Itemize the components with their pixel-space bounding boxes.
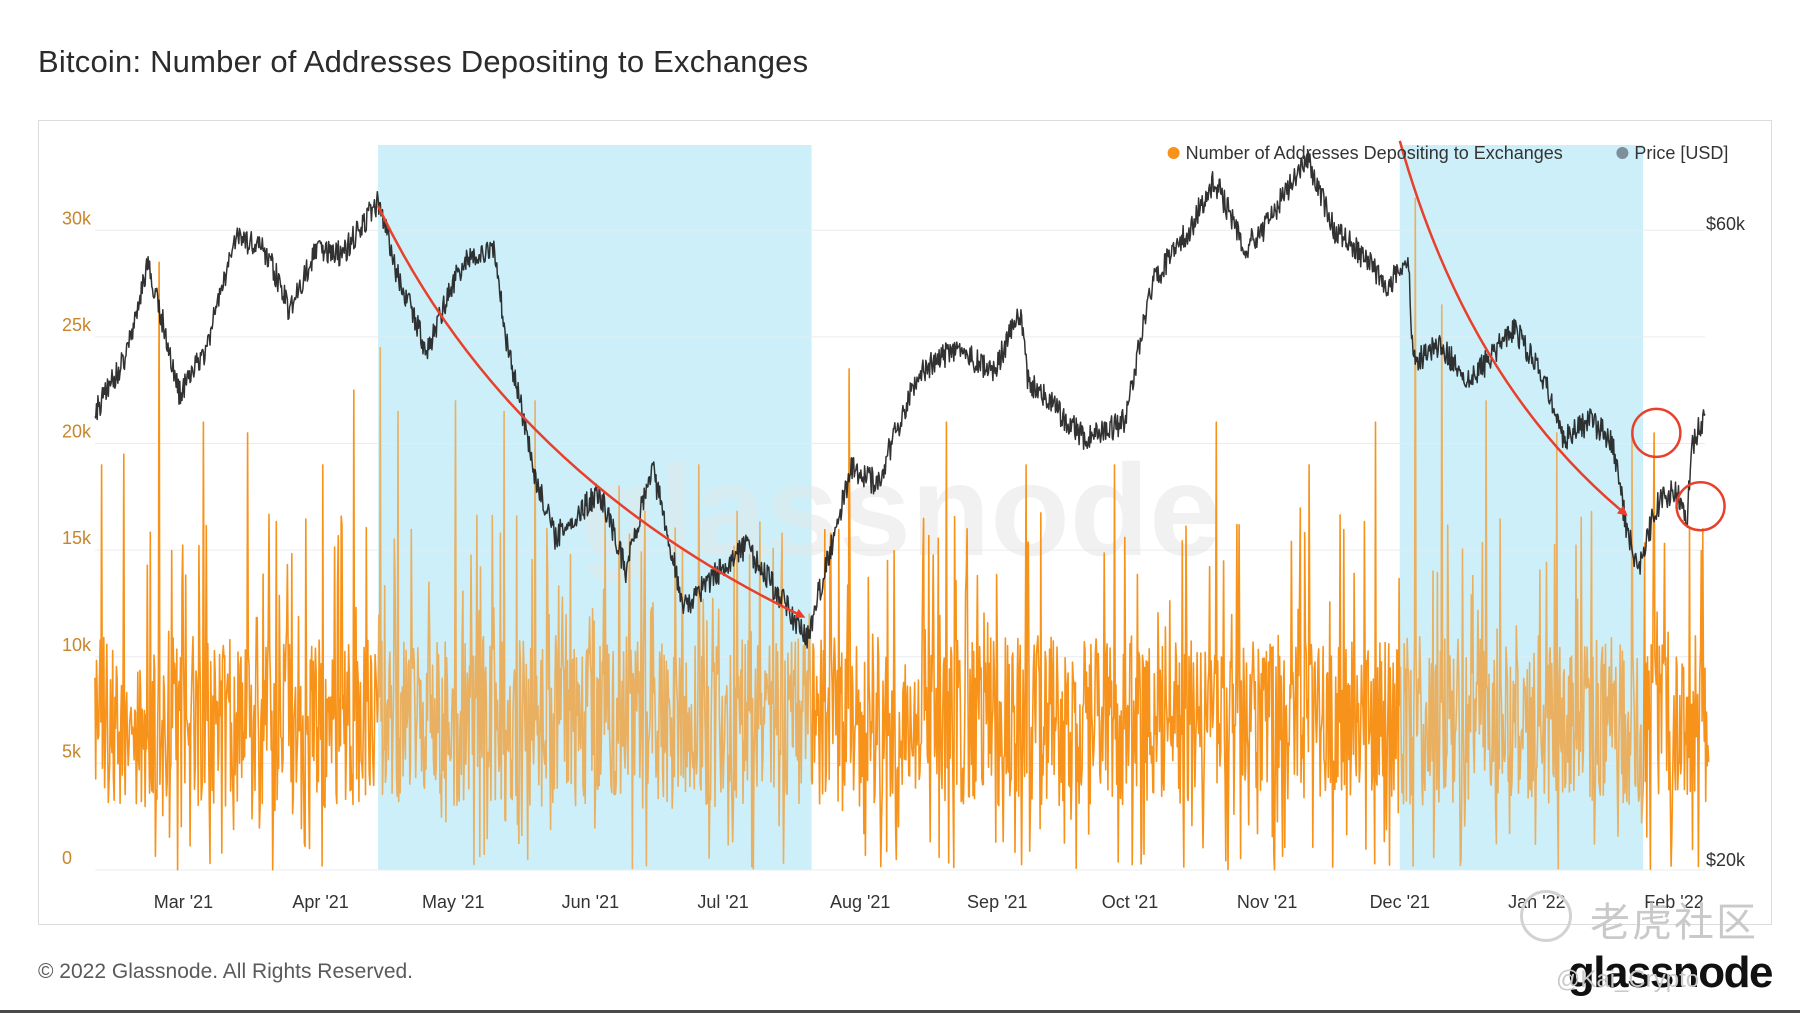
x-axis-tick-label: Sep '21 [967,892,1028,912]
left-axis-tick-label: 0 [62,848,72,868]
glassnode-logo: glassnode [1567,948,1774,997]
left-axis-tick-label: 30k [62,208,92,228]
copyright-footer: © 2022 Glassnode. All Rights Reserved. [38,960,414,983]
left-axis-tick-label: 20k [62,422,92,442]
bottom-rule [0,1010,1800,1013]
legend-label-1: Number of Addresses Depositing to Exchan… [1186,143,1563,163]
left-axis-tick-label: 5k [62,741,82,761]
highlight-overlay-2 [1399,145,1644,870]
right-axis-tick-label: $20k [1706,850,1746,870]
x-axis-tick-label: Dec '21 [1370,892,1430,912]
legend-label-2: Price [USD] [1634,143,1728,163]
overlay-watermark-text: 老虎社区 [1590,900,1758,946]
x-axis-tick-label: Apr '21 [292,892,348,912]
x-axis-tick-label: Jul '21 [697,892,748,912]
x-axis-tick-label: Mar '21 [154,892,213,912]
price-series-line [94,151,1706,649]
x-axis-tick-label: Jun '21 [562,892,619,912]
legend-swatch-1 [1167,147,1180,159]
right-axis-tick-label: $60k [1706,214,1746,234]
overlay-watermark-handle: @Kai_Crypto [1556,966,1700,993]
chart-title: Bitcoin: Number of Addresses Depositing … [38,44,809,79]
chart-frame [38,120,1772,925]
left-axis-tick-label: 15k [62,528,92,548]
x-axis-tick-label: May '21 [422,892,484,912]
x-axis-tick-label: Feb '22 [1644,892,1703,912]
x-axis-tick-label: Aug '21 [830,892,891,912]
left-axis-tick-label: 10k [62,635,92,655]
downtrend-arrow-1 [376,205,806,618]
annotation-circle-4 [1675,480,1726,532]
left-axis-tick-label: 25k [62,315,92,335]
legend-swatch-2 [1616,147,1629,159]
annotation-circle-3 [1631,407,1682,459]
tiger-community-icon [1520,890,1572,942]
x-axis-tick-label: Nov '21 [1237,892,1297,912]
addresses-series-line [94,197,1710,871]
x-axis-tick-label: Oct '21 [1102,892,1158,912]
downtrend-arrow-2 [1398,140,1628,516]
